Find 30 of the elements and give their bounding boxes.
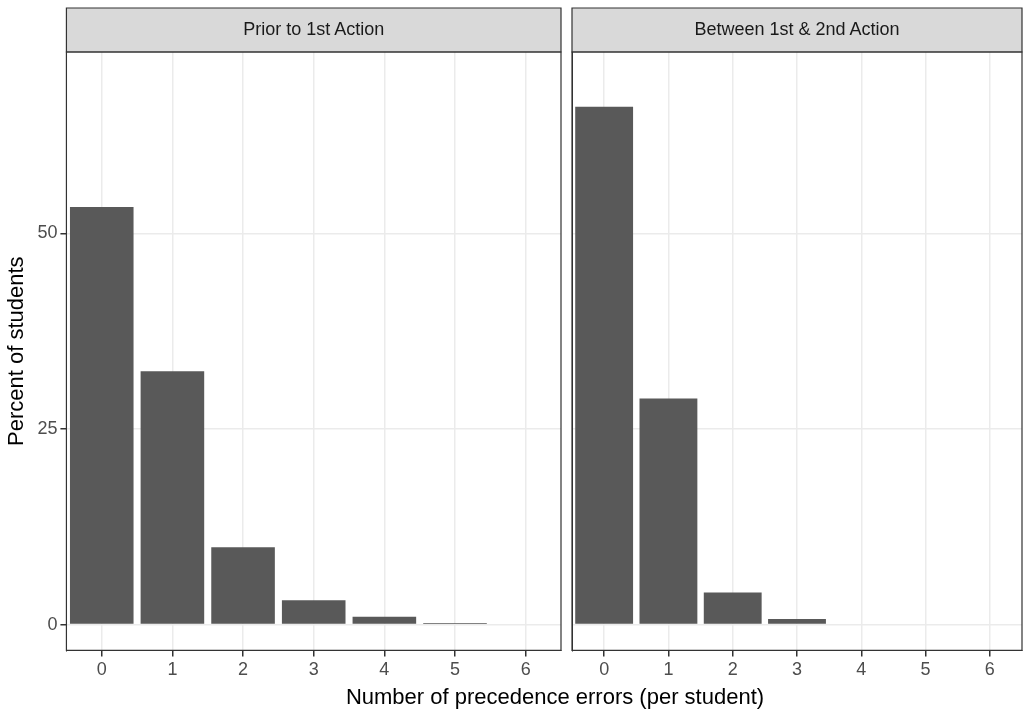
bar — [352, 616, 417, 624]
x-axis-title: Number of precedence errors (per student) — [344, 684, 766, 710]
y-tick-label: 0 — [47, 613, 58, 634]
x-tick-label: 4 — [379, 659, 390, 680]
x-tick-label: 4 — [856, 659, 867, 680]
chart-title: Prior to 1st Action — [243, 18, 385, 39]
x-tick-label: 6 — [984, 659, 995, 680]
x-tick-label: 1 — [167, 659, 178, 680]
bar — [768, 619, 826, 624]
x-tick-label: 1 — [663, 659, 674, 680]
x-tick-label: 5 — [920, 659, 931, 680]
x-tick-label: 2 — [238, 659, 249, 680]
x-tick-label: 5 — [450, 659, 461, 680]
bar — [69, 206, 134, 624]
x-tick-label: 2 — [727, 659, 738, 680]
chart-title: Between 1st & 2nd Action — [694, 18, 900, 39]
x-tick-label: 3 — [791, 659, 803, 680]
bar — [140, 371, 205, 624]
x-tick-label: 0 — [96, 659, 107, 680]
x-tick-label: 0 — [599, 659, 610, 680]
bar — [575, 106, 634, 624]
bar — [281, 600, 346, 624]
x-tick-label: 6 — [520, 659, 531, 680]
x-tick-label: 3 — [308, 659, 319, 680]
bar — [703, 592, 762, 624]
y-tick-label: 50 — [37, 222, 58, 243]
bar — [211, 547, 275, 624]
bar — [639, 398, 698, 624]
y-axis-title: Percent of students — [3, 256, 29, 446]
y-tick-label: 25 — [37, 418, 58, 438]
